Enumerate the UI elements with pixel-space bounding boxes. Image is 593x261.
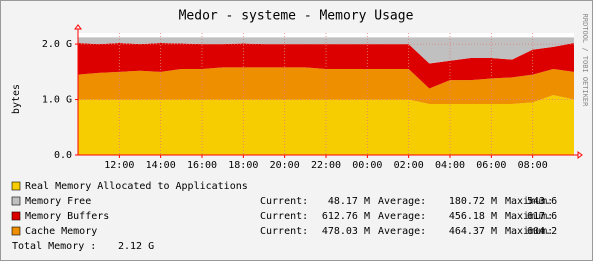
- stat-value: 617.6: [527, 211, 557, 222]
- x-tick-label: 20:00: [270, 160, 300, 171]
- x-tick-label: 00:00: [352, 160, 382, 171]
- x-tick-label: 16:00: [187, 160, 217, 171]
- legend-swatch: [11, 211, 21, 221]
- x-tick-label: 18:00: [228, 160, 258, 171]
- x-tick-label: 22:00: [311, 160, 341, 171]
- stat-value: 543.6: [527, 196, 557, 207]
- stat-value: 464.37 M: [449, 226, 497, 237]
- stat-label: Current:: [260, 211, 308, 222]
- stat-value: 478.03 M: [322, 226, 370, 237]
- legend-swatch: [11, 196, 21, 206]
- y-tick-label: 1.0 G: [42, 95, 72, 106]
- x-tick-label: 12:00: [104, 160, 134, 171]
- y-tick-label: 2.0 G: [42, 39, 72, 50]
- legend-label: Memory Free: [25, 196, 91, 207]
- stat-label: Maximum:: [505, 196, 553, 207]
- x-tick-label: 02:00: [394, 160, 424, 171]
- y-tick-label: 0.0: [54, 150, 72, 161]
- legend-swatch: [11, 181, 21, 191]
- stat-label: Average:: [378, 226, 426, 237]
- total-label: Total Memory :: [12, 241, 96, 252]
- stat-label: Maximum:: [505, 226, 553, 237]
- x-tick-label: 04:00: [435, 160, 465, 171]
- x-tick-label: 14:00: [146, 160, 176, 171]
- legend-label: Real Memory Allocated to Applications: [25, 181, 248, 192]
- stat-label: Average:: [378, 211, 426, 222]
- axis-arrow: [74, 24, 82, 30]
- stat-label: Maximum:: [505, 211, 553, 222]
- x-tick-label: 08:00: [518, 160, 548, 171]
- stat-label: Current:: [260, 196, 308, 207]
- area: [78, 67, 574, 104]
- total-value: 2.12 G: [118, 241, 154, 252]
- stat-value: 48.17 M: [328, 196, 370, 207]
- stat-value: 612.76 M: [322, 211, 370, 222]
- stat-value: 180.72 M: [449, 196, 497, 207]
- axis-arrow: [577, 151, 583, 159]
- y-axis-label: bytes: [11, 84, 22, 114]
- stat-label: Current:: [260, 226, 308, 237]
- watermark: RRDTOOL / TOBI OETIKER: [581, 14, 589, 108]
- chart-title: Medor - systeme - Memory Usage: [179, 9, 414, 24]
- legend-swatch: [11, 226, 21, 236]
- stat-value: 604.2: [527, 226, 557, 237]
- area: [78, 95, 574, 155]
- stat-value: 456.18 M: [449, 211, 497, 222]
- stat-label: Average:: [378, 196, 426, 207]
- x-tick-label: 06:00: [476, 160, 506, 171]
- legend-label: Memory Buffers: [25, 211, 109, 222]
- legend-label: Cache Memory: [25, 226, 97, 237]
